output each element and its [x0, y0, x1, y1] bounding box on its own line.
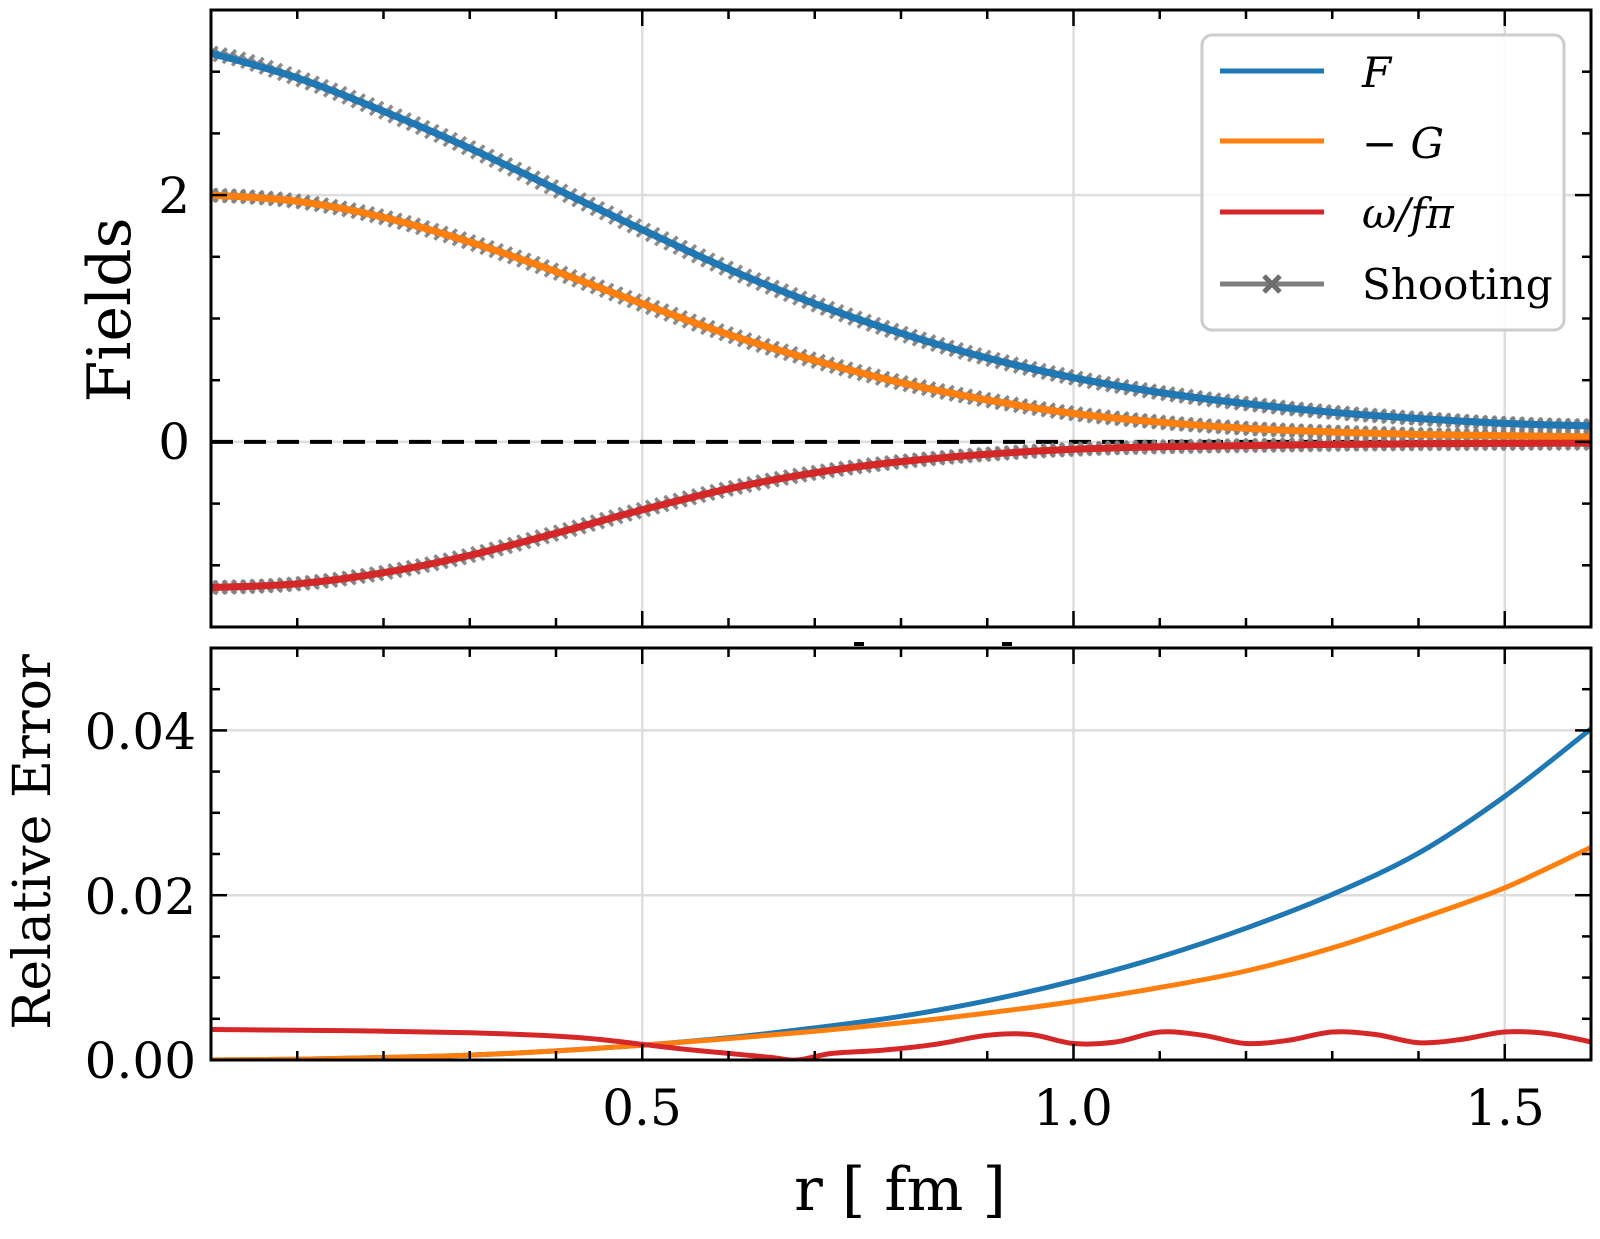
bottom-series-g: [211, 844, 1591, 1060]
x-marker-icon: [1262, 274, 1282, 294]
top-series: [211, 45, 1591, 596]
top-series-g: [211, 191, 1591, 441]
legend-entry-omega: ω/fπ: [1220, 189, 1455, 238]
bottom-ytick-label-0: 0.00: [85, 1032, 196, 1090]
relative-error-panel: 0.00 0.02 0.04 0.5 1.0 1.5 Relative Erro…: [3, 646, 1593, 1225]
clipped-label-fragment: [854, 642, 864, 646]
xtick-label-1-5: 1.5: [1465, 1079, 1545, 1137]
bottom-series-omegafpi: [211, 1027, 1591, 1060]
legend-entry-g: − G: [1220, 119, 1444, 168]
top-ytick-labels: 0 2: [158, 167, 190, 471]
top-axes-frame: [209, 8, 1593, 629]
bottom-grid: [211, 648, 1591, 1062]
legend-box: [1200, 33, 1566, 332]
xtick-label-0-5: 0.5: [602, 1079, 682, 1137]
bottom-ytick-labels: 0.00 0.02 0.04: [85, 703, 196, 1090]
legend-label-g: − G: [1362, 119, 1444, 168]
bottom-ticks: [211, 648, 1591, 1060]
top-ylabel: Fields: [75, 218, 145, 403]
fields-panel: 0 2 Fields F − G ω/fπ Shooting: [75, 8, 1593, 629]
top-series-omegafpi: [211, 439, 1591, 591]
top-ytick-label-0: 0: [158, 413, 190, 471]
xtick-label-1-0: 1.0: [1033, 1079, 1113, 1137]
legend-label-f: F: [1361, 48, 1393, 97]
legend-entry-f: F: [1220, 48, 1393, 97]
bottom-axes-frame: [209, 646, 1593, 1062]
top-ytick-label-2: 2: [158, 167, 190, 225]
bottom-series: [211, 726, 1591, 1060]
legend-entry-shooting: Shooting: [1220, 260, 1553, 309]
legend-label-shooting: Shooting: [1362, 260, 1553, 309]
bottom-xtick-labels: 0.5 1.0 1.5: [602, 1079, 1545, 1137]
xlabel: r [ fm ]: [794, 1155, 1006, 1225]
top-series-f: [211, 49, 1591, 430]
legend-label-omega: ω/fπ: [1362, 189, 1455, 238]
bottom-ytick-label-2: 0.04: [85, 703, 196, 761]
legend: F − G ω/fπ Shooting: [1200, 33, 1566, 332]
bottom-ytick-label-1: 0.02: [85, 868, 196, 926]
bottom-ylabel: Relative Error: [3, 654, 63, 1030]
clipped-label-fragment: [1002, 642, 1012, 646]
